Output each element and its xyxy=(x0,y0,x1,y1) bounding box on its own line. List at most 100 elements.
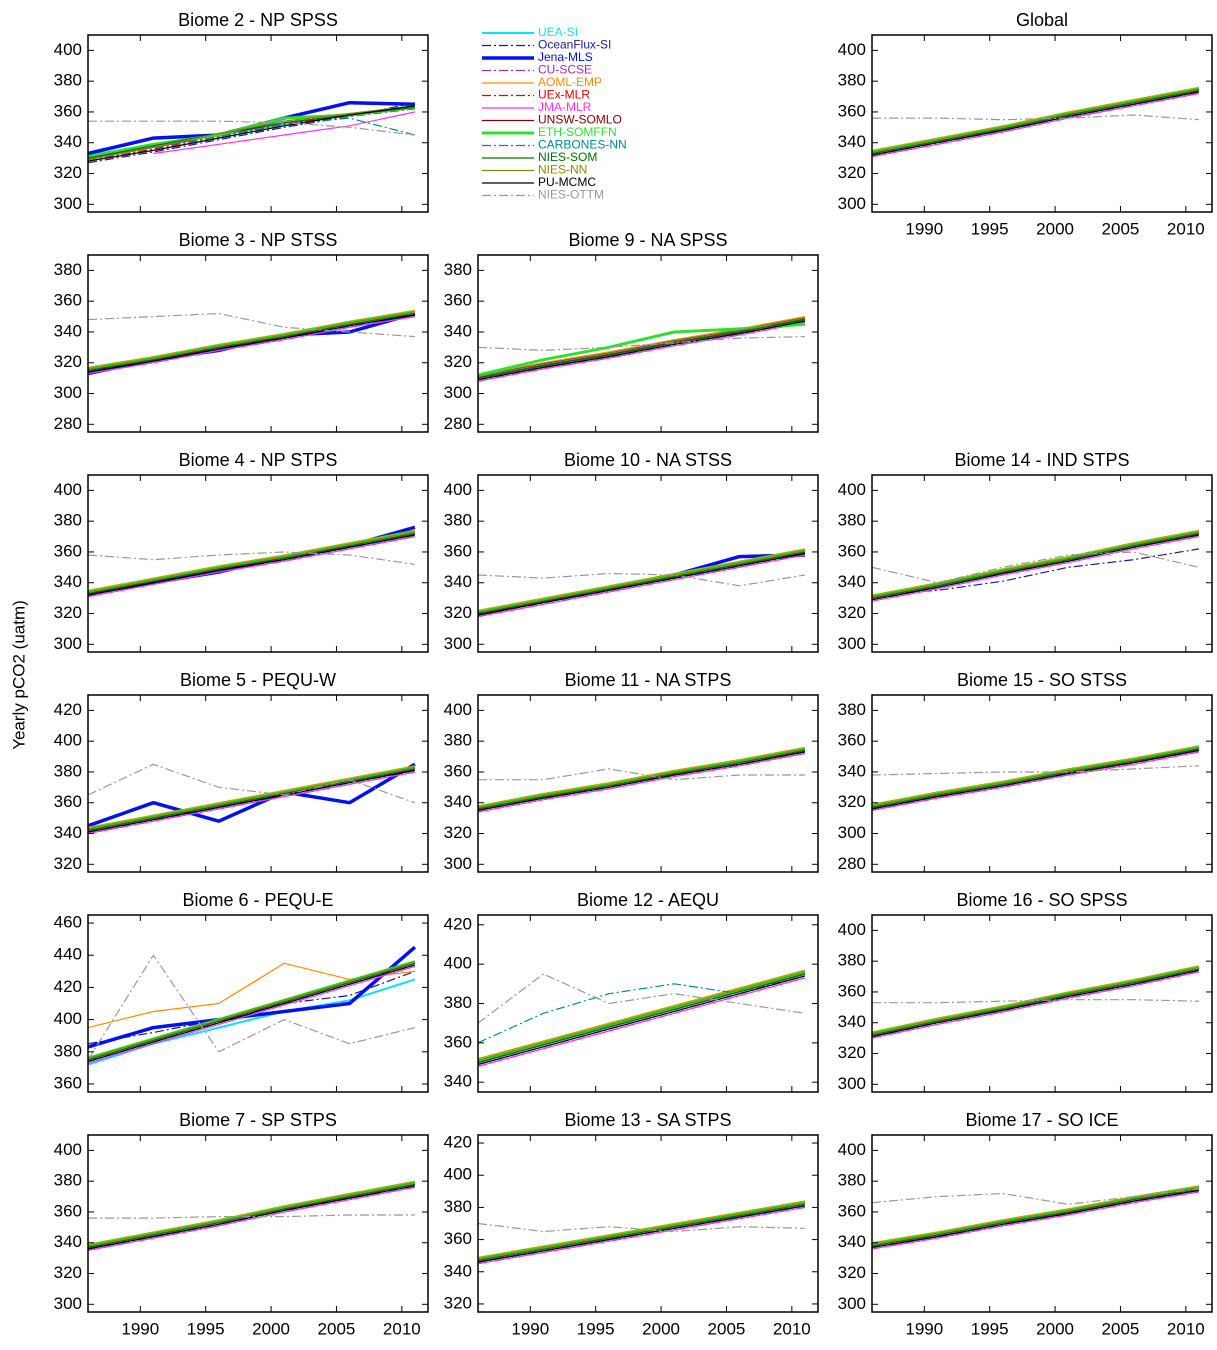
series-line xyxy=(477,1206,806,1265)
legend-label: NIES-SOM xyxy=(538,150,597,164)
series-line xyxy=(87,961,416,1059)
x-tick-label: 1990 xyxy=(905,219,943,238)
panel-title: Biome 5 - PEQU-W xyxy=(180,670,336,690)
y-tick-label: 340 xyxy=(838,572,866,591)
series-line xyxy=(87,965,416,1064)
series-line xyxy=(87,762,416,828)
y-tick-label: 320 xyxy=(838,1043,866,1062)
series-line xyxy=(87,964,416,1062)
plot-frame xyxy=(87,254,429,433)
x-tick-label: 1995 xyxy=(971,1319,1009,1338)
series-line xyxy=(871,551,1200,584)
plot-frame xyxy=(871,914,1213,1093)
series-line xyxy=(477,969,806,1060)
panel-title: Biome 10 - NA STSS xyxy=(564,450,732,470)
x-tick-label: 2005 xyxy=(1102,219,1140,238)
panel-title: Biome 7 - SP STPS xyxy=(179,1110,337,1130)
y-tick-label: 340 xyxy=(838,1012,866,1031)
y-tick-label: 380 xyxy=(54,761,82,780)
series-line xyxy=(871,88,1200,153)
y-tick-label: 340 xyxy=(444,792,472,811)
y-tick-label: 380 xyxy=(54,71,82,90)
legend-label: AOML-EMP xyxy=(538,75,602,89)
x-tick-label: 2000 xyxy=(1036,219,1074,238)
panel-title: Biome 17 - SO ICE xyxy=(965,1110,1118,1130)
x-tick-label: 1995 xyxy=(577,1319,615,1338)
x-tick-label: 2010 xyxy=(1167,219,1205,238)
plot-frame xyxy=(477,914,819,1093)
y-tick-label: 380 xyxy=(444,731,472,750)
x-tick-label: 1990 xyxy=(121,1319,159,1338)
y-tick-label: 300 xyxy=(838,1294,866,1313)
panel-title: Biome 14 - IND STPS xyxy=(954,450,1129,470)
y-tick-label: 380 xyxy=(838,951,866,970)
panel-title: Biome 16 - SO SPSS xyxy=(956,890,1127,910)
x-tick-label: 2000 xyxy=(252,1319,290,1338)
series-line xyxy=(871,92,1200,158)
y-tick-label: 380 xyxy=(54,1171,82,1190)
series-line xyxy=(477,1200,806,1258)
y-tick-label: 300 xyxy=(54,1294,82,1313)
plot-frame xyxy=(87,1134,429,1313)
legend-label: UEx-MLR xyxy=(538,88,590,102)
y-tick-label: 340 xyxy=(838,761,866,780)
series-line xyxy=(87,529,416,591)
series-line xyxy=(871,765,1199,776)
series-line xyxy=(87,962,416,1061)
series-line xyxy=(477,975,806,1066)
y-tick-label: 300 xyxy=(444,634,472,653)
series-line xyxy=(87,763,416,804)
series-line xyxy=(871,1186,1199,1245)
y-tick-label: 340 xyxy=(444,321,472,340)
panel-title: Biome 12 - AEQU xyxy=(577,890,719,910)
series-line xyxy=(871,1188,1199,1247)
y-tick-label: 400 xyxy=(54,40,82,59)
series-line xyxy=(477,554,806,618)
y-tick-label: 320 xyxy=(838,603,866,622)
y-tick-label: 440 xyxy=(54,945,82,964)
y-tick-label: 320 xyxy=(54,352,82,371)
legend-label: JMA-MLR xyxy=(538,100,592,114)
series-line xyxy=(477,748,806,808)
y-tick-label: 400 xyxy=(838,480,866,499)
series-line xyxy=(477,1205,806,1263)
y-tick-label: 360 xyxy=(444,1032,472,1051)
panel-title: Biome 11 - NA STPS xyxy=(565,670,732,690)
panel-title: Biome 15 - SO STSS xyxy=(957,670,1127,690)
y-tick-label: 320 xyxy=(444,823,472,842)
x-tick-label: 2000 xyxy=(1036,1319,1074,1338)
series-line xyxy=(477,1222,805,1233)
legend-label: UNSW-SOMLO xyxy=(538,113,622,127)
y-tick-label: 360 xyxy=(54,101,82,120)
y-tick-label: 360 xyxy=(54,541,82,560)
series-line xyxy=(477,977,806,1067)
y-axis-label: Yearly pCO2 (uatm) xyxy=(9,600,28,750)
series-line xyxy=(87,768,416,831)
series-line xyxy=(477,319,806,379)
y-tick-label: 340 xyxy=(54,572,82,591)
series-line xyxy=(477,316,806,376)
series-line xyxy=(87,769,416,833)
y-tick-label: 320 xyxy=(444,603,472,622)
y-tick-label: 300 xyxy=(838,1074,866,1093)
y-tick-label: 320 xyxy=(444,352,472,371)
y-tick-label: 300 xyxy=(54,194,82,213)
y-tick-label: 320 xyxy=(838,792,866,811)
x-tick-label: 1995 xyxy=(187,1319,225,1338)
series-line xyxy=(87,314,415,373)
series-line xyxy=(87,978,416,1066)
series-line xyxy=(87,532,416,595)
panel-title: Biome 9 - NA SPSS xyxy=(568,230,727,250)
series-line xyxy=(477,552,806,616)
y-tick-label: 300 xyxy=(838,634,866,653)
series-line xyxy=(871,532,1200,599)
y-tick-label: 380 xyxy=(444,260,472,279)
series-line xyxy=(477,971,806,1062)
series-line xyxy=(871,746,1200,807)
series-line xyxy=(871,966,1200,1035)
legend-label: UEA-SI xyxy=(538,25,578,39)
series-line xyxy=(87,105,415,162)
series-line xyxy=(87,108,415,161)
series-line xyxy=(87,551,415,565)
